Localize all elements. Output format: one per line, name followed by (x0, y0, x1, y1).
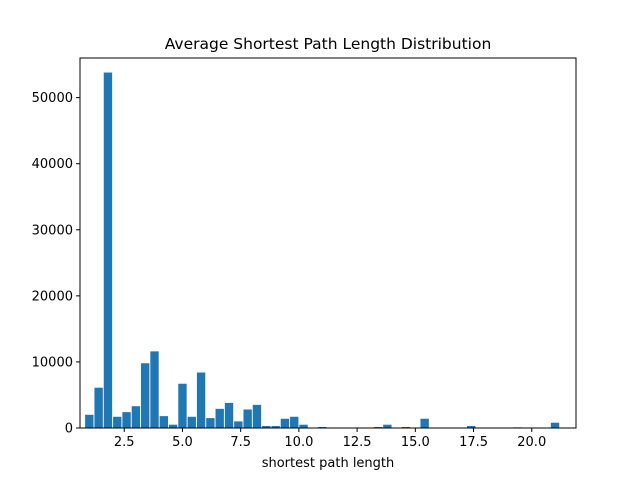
bar (168, 424, 178, 428)
x-tick-label: 20.0 (517, 435, 546, 450)
bar (131, 406, 141, 428)
y-tick-label: 50000 (32, 91, 73, 106)
bar (252, 404, 262, 429)
bar (141, 363, 150, 428)
bar (122, 412, 131, 428)
y-tick-label: 0 (65, 422, 73, 437)
bar (271, 426, 280, 428)
x-tick-label: 7.5 (230, 435, 251, 450)
x-tick-label: 15.0 (401, 435, 430, 450)
x-tick-label: 2.5 (114, 435, 135, 450)
y-tick-label: 20000 (32, 289, 73, 304)
y-tick-label: 40000 (32, 157, 73, 172)
x-tick-label: 10.0 (284, 435, 313, 450)
bar (224, 402, 234, 428)
bar (113, 416, 122, 428)
x-ticks-group: 2.5 5.0 7.5 10.0 12.5 15.0 17.5 20.0 (114, 428, 546, 450)
y-tick-label: 10000 (32, 355, 73, 370)
bar (299, 424, 308, 428)
x-tick-label: 17.5 (459, 435, 488, 450)
bar (85, 414, 94, 428)
bar (550, 422, 560, 428)
bar (178, 383, 187, 428)
x-tick-label: 5.0 (172, 435, 193, 450)
bar (103, 72, 113, 428)
bar (243, 409, 252, 428)
bar (187, 416, 196, 428)
bar (290, 416, 299, 428)
bar (262, 426, 271, 428)
bar (206, 418, 215, 428)
bar (383, 424, 392, 428)
bar (280, 418, 290, 428)
bar (234, 421, 243, 428)
y-ticks-group: 0 10000 20000 30000 40000 50000 (32, 91, 80, 437)
bar (467, 426, 476, 428)
chart-title: Average Shortest Path Length Distributio… (165, 35, 492, 53)
bar (196, 372, 206, 428)
bar (215, 408, 224, 428)
y-tick-label: 30000 (32, 223, 73, 238)
bar (150, 351, 159, 428)
x-tick-label: 12.5 (343, 435, 372, 450)
bar (420, 418, 429, 428)
x-axis-label: shortest path length (262, 456, 395, 471)
axes-frame (79, 57, 577, 429)
bar (159, 416, 169, 428)
bar (94, 387, 103, 428)
